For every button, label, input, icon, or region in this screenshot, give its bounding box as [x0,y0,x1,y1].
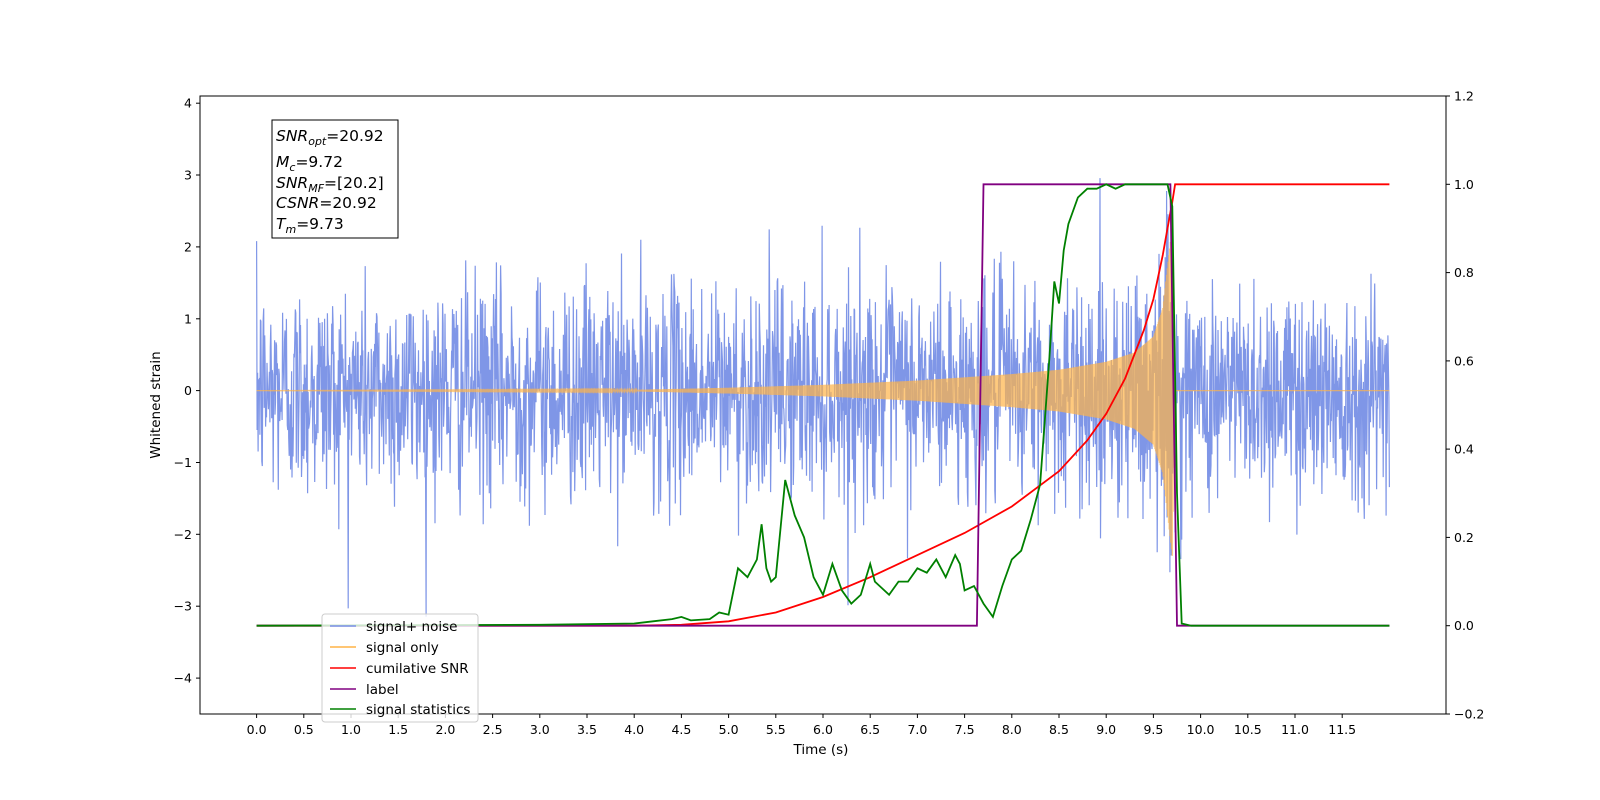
y-right-tick-label: 0.4 [1454,442,1474,457]
x-tick-label: 2.0 [435,722,455,737]
y-left-tick-label: 2 [184,239,192,254]
annotation-csnr: CSNR=20.92 [276,194,377,212]
x-tick-label: 3.0 [530,722,550,737]
x-tick-label: 11.5 [1328,722,1356,737]
y-right-tick-label: 1.2 [1454,89,1474,104]
legend: signal+ noise signal only cumilative SNR… [321,613,479,723]
x-tick-label: 5.5 [766,722,786,737]
annotation-snr-opt: SNRopt=20.92 [276,127,384,148]
annotation-tm: Tm=9.73 [276,215,344,236]
y-left-tick-label: −3 [174,599,192,614]
series-signal-noise [256,178,1390,617]
x-tick-label: 8.5 [1049,722,1069,737]
y-right-tick-label: 0.8 [1454,265,1474,280]
legend-label-cumulative-snr: cumilative SNR [366,661,469,677]
legend-label-label: label [366,682,399,698]
legend-label-signal-statistics: signal statistics [366,702,470,718]
x-tick-label: 1.5 [388,722,408,737]
legend-label-signal-noise: signal+ noise [366,619,457,635]
x-tick-label: 4.5 [671,722,691,737]
x-tick-label: 9.5 [1143,722,1163,737]
annotation-mc: Mc=9.72 [276,153,343,174]
x-axis-label: Time (s) [793,742,849,758]
x-axis-ticks: 0.0 0.5 1.0 1.5 2.0 2.5 3.0 3.5 4.0 4.5 5.0 5.5 6.0 6… [247,714,1356,737]
x-tick-label: 0.0 [247,722,267,737]
y-left-tick-label: 0 [184,383,192,398]
x-tick-label: 10.0 [1187,722,1215,737]
y-right-tick-label: 0.2 [1454,530,1474,545]
y-left-tick-label: 1 [184,311,192,326]
y-axis-right-ticks: 1.2 1.0 0.8 0.6 0.4 0.2 0.0 −0.2 [1446,89,1484,722]
legend-frame [321,613,479,723]
annotation-box: SNRopt=20.92 Mc=9.72 SNRMF=[20.2] CSNR=2… [271,119,399,239]
x-tick-label: 4.0 [624,722,644,737]
x-tick-label: 2.5 [483,722,503,737]
x-tick-label: 5.0 [719,722,739,737]
y-axis-label: Whitened strain [148,351,164,458]
x-tick-label: 0.5 [294,722,314,737]
y-axis-left-ticks: 4 3 2 1 0 −1 −2 −3 −4 [174,96,200,686]
series-signal-statistics [256,183,1390,627]
x-tick-label: 7.5 [955,722,975,737]
x-tick-label: 1.0 [341,722,361,737]
annotation-snr-mf: SNRMF=[20.2] [276,174,384,195]
y-left-tick-label: −4 [174,671,192,686]
x-tick-label: 3.5 [577,722,597,737]
plot-area [256,178,1390,627]
x-tick-label: 6.5 [860,722,880,737]
y-left-tick-label: −1 [174,455,192,470]
x-tick-label: 7.0 [907,722,927,737]
x-tick-label: 8.0 [1002,722,1022,737]
y-right-tick-label: 1.0 [1454,177,1474,192]
legend-label-signal-only: signal only [366,640,439,656]
y-left-tick-label: −2 [174,527,192,542]
y-left-tick-label: 3 [184,168,192,183]
series-cumulative-snr [256,183,1390,627]
series-signal-only [256,228,1390,556]
y-right-tick-label: 0.0 [1454,618,1474,633]
x-tick-label: 6.0 [813,722,833,737]
y-right-tick-label: 0.6 [1454,353,1474,368]
x-tick-label: 9.0 [1096,722,1116,737]
annotation-frame [271,119,399,239]
x-tick-label: 11.0 [1281,722,1309,737]
y-left-tick-label: 4 [184,96,192,111]
x-tick-label: 10.5 [1234,722,1262,737]
y-right-tick-label: −0.2 [1454,707,1484,722]
